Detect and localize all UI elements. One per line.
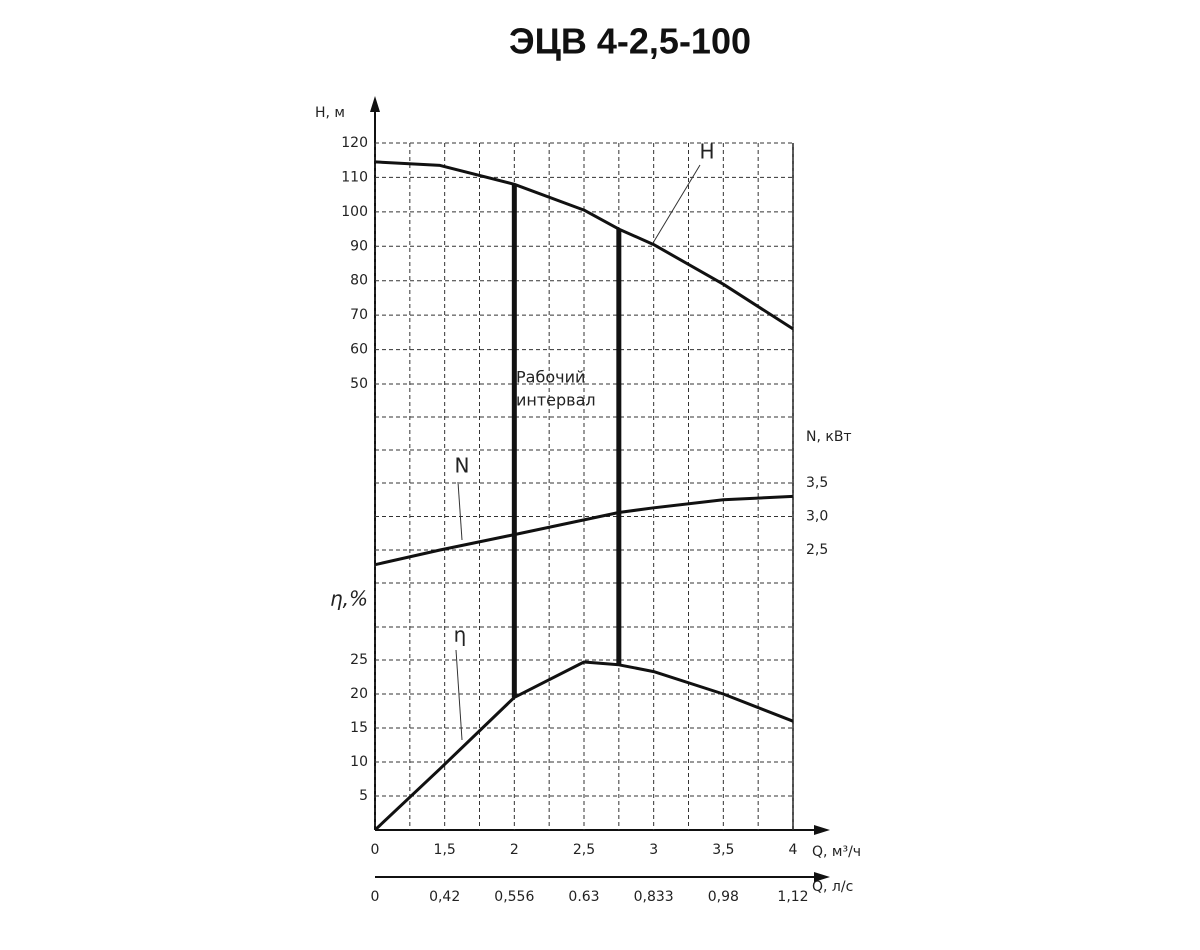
label-leader [457,481,463,541]
y-tick-label: 50 [350,376,368,392]
x-tick-label: 2,5 [573,842,595,858]
axis-arrow [370,96,380,112]
y3-tick-label: 20 [350,686,368,702]
y3-tick-label: 10 [350,754,368,770]
y-tick-label: 70 [350,307,368,323]
axis-arrow [814,872,830,882]
interval-label: интервал [516,391,596,410]
series-line [373,660,794,832]
y-tick-label: 60 [350,342,368,358]
y2-tick-label: 2,5 [806,542,828,558]
series-label: η [454,623,467,647]
x-axis-label: Q, м³/ч [812,844,861,860]
y-axis-label: Н, м [315,105,345,121]
interval-label: Рабочий [516,368,585,387]
x2-tick-label: 0,833 [634,889,674,905]
y3-tick-label: 5 [359,788,368,804]
y3-tick-label: 15 [350,720,368,736]
chart-title: ЭЦВ 4-2,5-100 [509,21,751,62]
label-leader [455,649,463,741]
x-tick-label: 0 [371,842,380,858]
y2-axis-label: N, кВт [806,429,852,445]
x-tick-label: 3 [649,842,658,858]
y2-tick-label: 3,0 [806,509,828,525]
x2-tick-label: 0.63 [568,889,599,905]
label-leader [652,164,701,244]
x2-tick-label: 0 [371,889,380,905]
axis-arrow [814,825,830,835]
x2-tick-label: 0,98 [708,889,739,905]
x-tick-label: 3,5 [712,842,734,858]
y-tick-label: 80 [350,273,368,289]
series-label: N [455,454,470,478]
y3-axis-label: η,% [330,587,368,611]
x2-tick-label: 1,12 [777,889,808,905]
x2-tick-label: 0,42 [429,889,460,905]
series-line [374,160,794,331]
y-tick-label: 110 [341,169,368,185]
y-tick-label: 120 [341,135,368,151]
series-label: H [699,140,714,164]
x-tick-label: 2 [510,842,519,858]
series-line [374,494,794,567]
y2-tick-label: 3,5 [806,475,828,491]
x-tick-label: 4 [789,842,798,858]
x2-axis-label: Q, л/с [812,879,853,895]
y3-tick-label: 25 [350,652,368,668]
y-tick-label: 100 [341,204,368,220]
x-tick-label: 1,5 [434,842,456,858]
x2-tick-label: 0,556 [494,889,534,905]
y-tick-label: 90 [350,238,368,254]
